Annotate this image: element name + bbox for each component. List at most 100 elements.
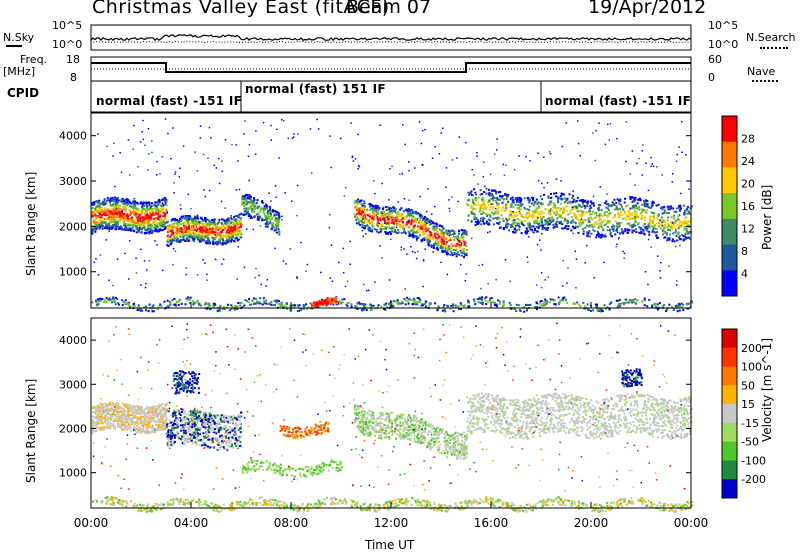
- power-cell: [589, 204, 592, 207]
- power-cell: [177, 300, 180, 303]
- power-cell: [681, 151, 683, 153]
- power-cell: [227, 303, 230, 306]
- power-cell: [271, 222, 274, 225]
- power-cell: [339, 137, 342, 140]
- power-cell: [387, 219, 390, 222]
- power-cell: [512, 220, 515, 223]
- power-cell: [574, 302, 577, 305]
- power-cell: [223, 242, 226, 245]
- power-cell: [233, 218, 236, 221]
- power-cell: [506, 220, 509, 223]
- power-cell: [643, 219, 646, 222]
- power-cell: [329, 277, 331, 279]
- power-cell: [368, 203, 371, 206]
- power-cell: [202, 239, 205, 241]
- power-cell: [486, 221, 489, 224]
- power-cell: [114, 219, 117, 221]
- power-cell: [629, 212, 632, 215]
- power-cell: [166, 212, 168, 214]
- power-cell: [144, 209, 147, 212]
- power-cell: [593, 217, 596, 219]
- power-cell: [179, 235, 182, 238]
- power-cell: [675, 207, 678, 210]
- power-cell: [412, 300, 415, 303]
- power-cell: [629, 195, 632, 198]
- power-cell: [569, 210, 571, 213]
- power-cell: [269, 210, 272, 213]
- power-cell: [603, 224, 606, 227]
- power-cell: [527, 215, 530, 218]
- power-cell: [165, 221, 168, 224]
- power-cell: [490, 198, 493, 200]
- power-cell: [133, 124, 135, 127]
- power-cell: [357, 202, 360, 205]
- power-cell: [496, 208, 499, 211]
- power-cell: [198, 239, 201, 242]
- power-cell: [240, 212, 243, 215]
- power-cell: [547, 196, 550, 199]
- power-cell: [201, 219, 204, 222]
- power-cell: [188, 215, 191, 217]
- power-cell: [386, 222, 389, 225]
- power-cell: [662, 226, 665, 229]
- power-cell: [192, 239, 195, 242]
- power-cell: [376, 205, 379, 208]
- power-cell: [485, 192, 488, 195]
- power-cell: [127, 303, 130, 306]
- power-cell: [110, 226, 113, 229]
- power-cell: [166, 239, 169, 242]
- power-cell: [640, 230, 643, 233]
- power-cell: [186, 235, 189, 238]
- power-cell: [652, 220, 655, 223]
- power-cell: [139, 227, 141, 229]
- power-cell: [182, 234, 185, 236]
- power-cell: [417, 228, 420, 231]
- power-cell: [185, 297, 188, 300]
- power-cell: [420, 304, 423, 307]
- power-cell: [608, 308, 611, 311]
- power-cell: [404, 232, 407, 235]
- power-cell: [203, 229, 205, 232]
- power-cell: [278, 303, 280, 305]
- power-cell: [605, 203, 608, 205]
- power-cell: [424, 232, 426, 235]
- power-cell: [91, 202, 93, 205]
- power-cell: [133, 230, 135, 233]
- power-cell: [548, 217, 551, 220]
- power-cell: [446, 305, 449, 308]
- power-cell: [227, 217, 230, 220]
- power-cell: [446, 253, 449, 256]
- power-cell: [109, 208, 112, 211]
- power-cell: [211, 237, 214, 239]
- power-cell: [673, 221, 676, 224]
- power-cell: [167, 304, 170, 307]
- power-cell: [236, 230, 239, 233]
- power-cell: [108, 230, 110, 232]
- power-cell: [112, 296, 115, 299]
- power-cell: [214, 236, 217, 239]
- power-cell: [396, 218, 399, 221]
- power-cell: [560, 299, 563, 302]
- power-cell: [108, 227, 111, 230]
- power-cell: [574, 222, 577, 225]
- power-cell: [567, 267, 569, 269]
- power-cell: [452, 310, 455, 313]
- power-cell: [536, 207, 539, 210]
- power-cell: [442, 233, 445, 236]
- power-cell: [496, 205, 499, 207]
- power-cell: [176, 219, 178, 221]
- power-cell: [265, 223, 268, 226]
- power-cell: [597, 233, 600, 235]
- power-cell: [164, 203, 167, 206]
- power-cell: [129, 212, 132, 215]
- power-cell: [265, 207, 268, 210]
- power-cell: [209, 304, 212, 307]
- power-cell: [205, 227, 207, 230]
- power-cell: [580, 210, 583, 212]
- power-cell: [526, 216, 529, 219]
- power-cell: [555, 209, 558, 212]
- power-cell: [572, 194, 574, 197]
- power-cell: [309, 302, 312, 305]
- cpid-mode-1: normal (fast) -151 IF: [96, 94, 243, 108]
- power-cell: [96, 209, 99, 212]
